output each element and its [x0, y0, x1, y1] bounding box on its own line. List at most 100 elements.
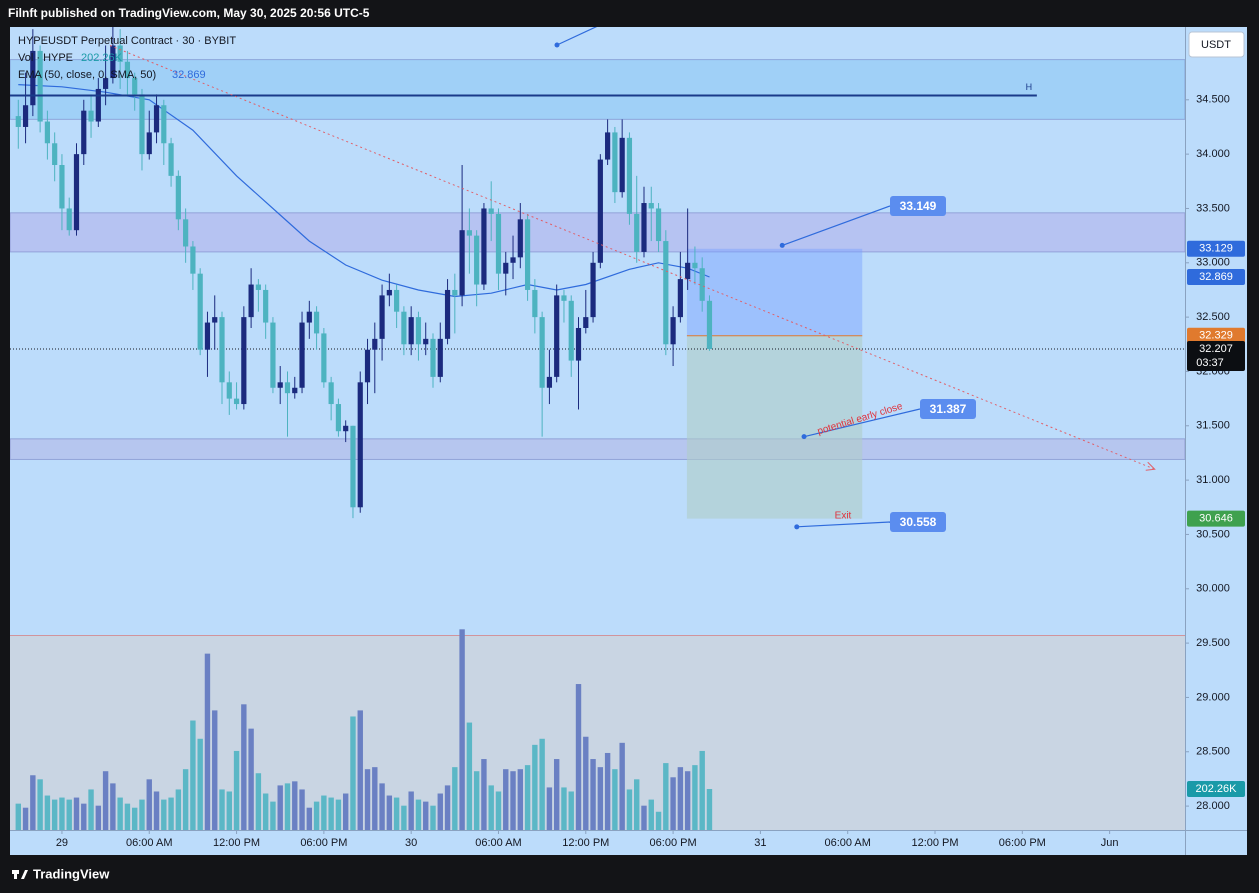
candle-body — [699, 268, 705, 301]
candle-body — [495, 213, 502, 274]
logo-text: TradingView — [33, 866, 110, 881]
volume-bar — [182, 769, 189, 830]
candle-body — [124, 61, 131, 79]
volume-bar — [546, 787, 553, 830]
candle-body — [670, 317, 676, 345]
volume-bar — [204, 653, 211, 830]
offscreen-callout — [554, 27, 598, 48]
candle-body — [655, 208, 662, 242]
callout-box — [920, 399, 976, 419]
volume-bar — [255, 773, 262, 830]
candle-body — [204, 322, 211, 350]
position-target-zone — [686, 335, 863, 519]
x-tick-label: 12:00 PM — [911, 837, 958, 849]
candle-body — [663, 241, 669, 345]
volume-bar — [561, 787, 567, 830]
volume-bar — [575, 684, 582, 830]
price-badge-label: 32.869 — [1199, 271, 1233, 283]
price-badge — [1187, 340, 1245, 371]
x-tick-label: 06:00 PM — [650, 837, 697, 849]
candle-body — [408, 317, 414, 345]
currency-button[interactable] — [1188, 31, 1245, 58]
candle-body — [321, 333, 327, 383]
y-tick-label: 31.000 — [1196, 474, 1230, 486]
volume-bar — [51, 799, 58, 830]
volume-bar — [357, 710, 363, 830]
currency-label[interactable]: USDT — [1201, 39, 1231, 51]
price-badge-label: 32.329 — [1199, 330, 1233, 342]
volume-bar — [364, 769, 371, 830]
x-tick-label: 12:00 PM — [562, 837, 609, 849]
volume-bar — [386, 795, 393, 830]
volume-bar — [292, 781, 298, 830]
volume-bar — [132, 807, 138, 830]
volume-bar — [168, 797, 174, 830]
volume-bar — [212, 710, 218, 830]
position-stop-zone — [686, 248, 863, 336]
candle-body — [350, 425, 356, 508]
volume-bar — [102, 771, 109, 830]
volume-bar — [510, 771, 516, 830]
candle-body — [517, 219, 523, 258]
volume-bar — [699, 750, 705, 830]
volume-bar — [648, 799, 654, 830]
candle-body — [612, 132, 618, 193]
volume-bar — [532, 744, 538, 830]
candle-body — [248, 284, 254, 318]
volume-bar — [233, 750, 240, 830]
candle-body — [190, 246, 196, 274]
candle-body — [139, 94, 145, 155]
volume-bar — [22, 807, 29, 830]
candle-body — [44, 121, 50, 144]
legend-ema: EMA (50, close, 0, SMA, 50) — [18, 69, 156, 81]
volume-bar — [372, 767, 378, 830]
candle-body — [430, 338, 436, 377]
volume-bar — [583, 736, 589, 830]
candle-body — [81, 110, 87, 155]
legend-volume-value: 202.26K — [81, 52, 123, 64]
volume-bar — [110, 783, 116, 830]
volume-bar — [626, 789, 633, 830]
candle-body — [241, 317, 247, 405]
volume-bar — [299, 789, 305, 830]
candle-body — [706, 300, 713, 349]
candle-body — [554, 295, 560, 377]
candle-body — [313, 311, 320, 334]
price-badge — [1187, 269, 1245, 286]
volume-bar — [612, 769, 618, 830]
price-badge-label: 202.26K — [1196, 783, 1238, 795]
candle-body — [197, 273, 203, 350]
volume-bar — [503, 769, 509, 830]
volume-bar — [524, 765, 531, 830]
volume-bar — [619, 742, 625, 830]
candle-body — [219, 317, 225, 383]
candle-body — [22, 105, 29, 127]
candle-body — [52, 143, 58, 165]
candle-body — [634, 213, 640, 252]
candle-body — [590, 262, 596, 318]
candle-body — [212, 317, 218, 323]
candle-body — [66, 208, 72, 231]
y-tick-label: 29.000 — [1196, 691, 1230, 703]
candle-body — [117, 45, 123, 62]
volume-bar — [248, 728, 254, 830]
candle-body — [364, 349, 371, 383]
volume-bar — [44, 795, 51, 830]
volume-bar — [153, 791, 160, 830]
candle-body — [292, 387, 298, 394]
volume-bar — [37, 779, 43, 830]
candle-body — [132, 78, 138, 95]
volume-bar — [423, 801, 429, 830]
y-tick-label: 30.000 — [1196, 583, 1230, 595]
candle-body — [103, 78, 109, 89]
volume-bar — [328, 797, 334, 830]
x-tick-label: 06:00 PM — [999, 837, 1046, 849]
volume-bar — [663, 763, 669, 830]
volume-bar — [95, 805, 102, 830]
candle-body — [459, 230, 465, 296]
volume-bar — [219, 789, 225, 830]
h-line-label: H — [1026, 82, 1033, 92]
candle-body — [597, 159, 603, 263]
volume-bar — [655, 811, 662, 830]
volume-bar — [634, 779, 640, 830]
